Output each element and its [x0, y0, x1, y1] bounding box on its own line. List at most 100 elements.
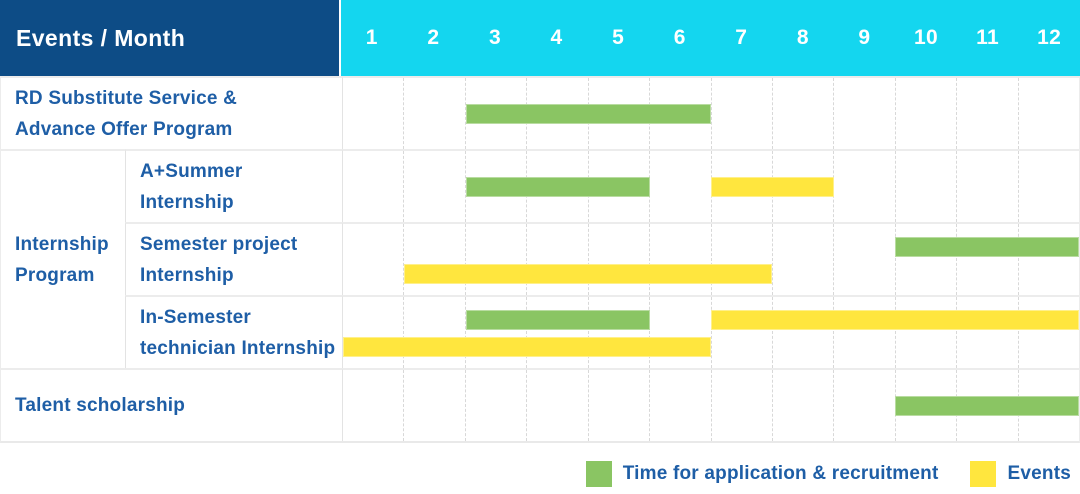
- month-gridline: [771, 297, 833, 368]
- row-label: RD Substitute Service & Advance Offer Pro…: [1, 76, 342, 149]
- row-group-label: Internship Program: [1, 149, 125, 368]
- label-line: Internship: [15, 233, 109, 255]
- label-line: In-Semester: [140, 306, 251, 328]
- month-header-3: 3: [488, 26, 501, 49]
- month-header-9: 9: [858, 26, 871, 49]
- header-title-text: Events / Month: [16, 24, 186, 51]
- month-gridline: [771, 370, 833, 441]
- gantt-bar-events: [711, 177, 834, 197]
- month-gridline: [710, 78, 772, 149]
- label-line: Program: [15, 264, 95, 286]
- month-gridline: [894, 78, 956, 149]
- month-gridline: [343, 224, 403, 295]
- label-line: Internship: [140, 191, 234, 213]
- month-gridline: [403, 224, 464, 295]
- month-gridline: [526, 370, 587, 441]
- month-gridline: [464, 151, 526, 222]
- month-header-12: 12: [1037, 26, 1062, 49]
- legend-label-application: Time for application & recruitment: [622, 462, 939, 484]
- gantt-bar-application: [465, 104, 711, 124]
- month-gridline: [526, 224, 587, 295]
- month-gridline: [956, 151, 1017, 222]
- month-gridline: [464, 224, 526, 295]
- gantt-bar-application: [465, 177, 650, 197]
- month-gridline: [343, 370, 403, 441]
- gantt-grid: RD Substitute Service & Advance Offer Pro…: [0, 76, 1080, 443]
- month-gridline: [343, 151, 403, 222]
- gantt-bar-application: [895, 237, 1079, 257]
- table-header: Events / Month 1 2 3 4 5 6 7 8 9 10 11 12: [0, 0, 1080, 76]
- month-gridline: [956, 78, 1017, 149]
- month-gridline: [403, 297, 464, 368]
- legend-swatch-application: [585, 460, 612, 487]
- month-header-row: 1 2 3 4 5 6 7 8 9 10 11 12: [341, 0, 1080, 76]
- legend-label-events: Events: [1007, 462, 1071, 484]
- month-gridline: [894, 297, 956, 368]
- gantt-bar-application: [465, 310, 650, 330]
- month-gridline: [587, 370, 649, 441]
- month-gridline: [833, 78, 894, 149]
- month-gridline: [710, 370, 772, 441]
- label-line: Semester project: [140, 233, 298, 255]
- month-gridline: [587, 224, 649, 295]
- timeline-row: [342, 222, 1079, 295]
- month-gridline: [771, 78, 833, 149]
- gantt-bar-events: [343, 337, 711, 357]
- month-header-8: 8: [796, 26, 809, 49]
- month-gridline: [833, 151, 894, 222]
- timeline-row: [342, 149, 1079, 222]
- month-gridline: [649, 224, 710, 295]
- gantt-bar-events: [711, 310, 1079, 330]
- row-label: Talent scholarship: [1, 368, 342, 441]
- timeline-row: [342, 368, 1079, 441]
- month-gridline: [464, 370, 526, 441]
- month-gridline: [1017, 224, 1079, 295]
- month-gridline: [343, 78, 403, 149]
- month-gridline: [464, 297, 526, 368]
- month-gridline: [956, 224, 1017, 295]
- row-label: Semester project Internship: [125, 222, 342, 295]
- row-label: In-Semester technician Internship: [125, 295, 342, 368]
- month-gridline: [710, 224, 772, 295]
- timeline-row: [342, 76, 1079, 149]
- legend-item-events: Events: [970, 460, 1071, 487]
- month-gridline: [771, 224, 833, 295]
- month-gridline: [526, 297, 587, 368]
- month-header-11: 11: [976, 26, 999, 49]
- month-header-10: 10: [914, 26, 938, 49]
- month-gridline: [649, 151, 710, 222]
- label-line: RD Substitute Service &: [15, 87, 238, 109]
- month-gridline: [956, 297, 1017, 368]
- month-gridline: [833, 297, 894, 368]
- month-gridline: [403, 370, 464, 441]
- month-gridline: [1017, 151, 1079, 222]
- month-gridline: [403, 78, 464, 149]
- label-line: technician Internship: [140, 337, 336, 359]
- label-line: Advance Offer Program: [15, 118, 233, 140]
- label-line: Internship: [140, 264, 234, 286]
- month-header-4: 4: [550, 26, 563, 49]
- label-line: A+Summer: [140, 160, 243, 182]
- month-gridline: [1017, 78, 1079, 149]
- month-gridline: [587, 297, 649, 368]
- month-header-1: 1: [365, 26, 378, 49]
- month-gridline: [1017, 297, 1079, 368]
- gantt-bar-application: [895, 396, 1079, 416]
- month-gridline: [833, 224, 894, 295]
- month-header-7: 7: [735, 26, 748, 49]
- month-gridline: [343, 297, 403, 368]
- month-gridline: [833, 370, 894, 441]
- month-header-5: 5: [612, 26, 625, 49]
- month-header-6: 6: [673, 26, 686, 49]
- legend-swatch-events: [970, 460, 997, 487]
- legend-item-application: Time for application & recruitment: [585, 460, 939, 487]
- header-title: Events / Month: [0, 0, 341, 76]
- month-gridline: [649, 370, 710, 441]
- month-gridline: [403, 151, 464, 222]
- row-label: A+Summer Internship: [125, 149, 342, 222]
- month-gridline: [894, 151, 956, 222]
- month-gridline: [710, 297, 772, 368]
- legend: Time for application & recruitment Events: [0, 443, 1080, 494]
- month-gridline: [464, 78, 526, 149]
